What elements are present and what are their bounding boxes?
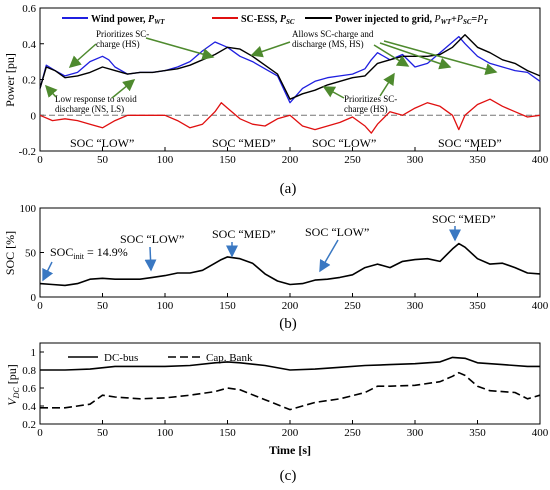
ylabel-c: VDC [pu] [5,364,21,405]
x-tick-label: 350 [469,300,486,312]
x-tick-label: 50 [97,300,109,312]
arrow-allows-1 [250,41,291,58]
y-tick-label: 0.6 [22,383,36,395]
caption-b: (b) [279,316,297,332]
arrow-allows-3 [379,42,452,70]
series-c [40,356,541,411]
series-grid-line [39,34,541,100]
y-tick-label: 0.6 [22,3,36,15]
x-tick-label: 250 [344,300,361,312]
arrow-low-1 [44,84,58,98]
legend-dcbus: DC-bus [104,352,138,364]
legend-c: DC-bus Cap. Bank [68,352,253,364]
y-tick-label: 100 [20,203,37,215]
arrow-allows-2 [373,44,410,67]
legend-a: Wind power, PWT SC-ESS, PSC Power inject… [62,14,488,26]
series-a [39,34,541,134]
legend-sc: SC-ESS, PSC [241,14,295,26]
x-tick-label: 400 [532,427,549,439]
x-tick-label: 50 [97,427,109,439]
x-tick-label: 0 [37,154,43,166]
x-tick-label: 300 [407,300,424,312]
series-capbank-line [40,371,541,411]
arrow-allows-4 [383,40,498,75]
annot-prioritizes-hs: Prioritizes SC-charge (HS) [96,29,149,49]
soc-label-b-4: SOC “MED” [432,212,496,226]
arrow-soc-b-1 [144,246,157,272]
arrow-prioritizes2-2 [379,72,395,97]
x-tick-label: 400 [532,300,549,312]
x-tick-label: 150 [219,427,236,439]
x-tick-label: 300 [407,154,424,166]
soc-init-label: SOCinit = 14.9% [50,245,128,261]
y-tick-label: 1 [31,347,37,359]
x-tick-label: 150 [219,154,236,166]
y-tick-label: 0.4 [22,401,36,413]
arrow-prioritizes-2 [68,43,97,68]
caption-a: (a) [280,181,297,197]
soc-label-a-4: SOC “MED” [438,136,502,150]
x-tick-label: 100 [157,427,174,439]
axis-a: 0 50 100 150 200 250 300 350 400-0.200.20.40.6 [19,3,549,166]
y-tick-label: 50 [25,248,37,260]
annotations-b: SOCinit = 14.9% SOC “LOW” SOC “MED” SOC … [42,212,496,282]
legend-capbank: Cap. Bank [206,352,253,364]
x-tick-label: 150 [219,300,236,312]
x-tick-label: 50 [97,154,109,166]
y-tick-label: 0.2 [22,75,36,87]
x-tick-label: 100 [157,300,174,312]
x-tick-label: 200 [282,427,299,439]
axis-c: 0 50 100 150 200 250 300 350 400 0.2 0.4 0.6 0.8 1 [22,347,549,439]
x-tick-label: 250 [344,427,361,439]
annot-allows: Allows SC-charge and discharge (MS, HS) [292,29,374,49]
caption-c: (c) [280,468,297,484]
axis-b: 0 50 100 150 200 250 300 350 400 0 50 100 [20,203,549,312]
x-tick-label: 300 [407,427,424,439]
x-tick-label: 200 [282,154,299,166]
panel-a: Power [pu] 0 50 100 150 200 250 300 350 400-0.20… [3,3,549,197]
series-soc-line [39,242,541,287]
series-dcbus-line [40,356,540,371]
y-tick-label: 0.2 [22,419,36,431]
arrow-soc-b-3 [319,239,339,273]
y-tick-label: 0 [31,110,37,122]
x-tick-label: 350 [469,154,486,166]
arrow-prioritizes2-1 [322,86,345,99]
soc-label-a-1: SOC “LOW” [70,136,134,150]
x-tick-label: 250 [344,154,361,166]
x-tick-label: 200 [282,300,299,312]
y-tick-label: -0.2 [19,146,36,158]
x-tick-label: 0 [37,427,43,439]
soc-label-b-1: SOC “LOW” [120,232,184,246]
series-b [39,242,541,287]
arrow-low-2 [111,79,136,99]
panel-b: SOC [%] 0 50 100 150 200 250 300 350 400 0 50 100 S… [3,203,549,332]
x-tick-label: 100 [157,154,174,166]
y-tick-label: 0.4 [22,39,36,51]
legend-grid: Power injected to grid, PWT+PSC=PT [335,14,488,26]
soc-label-a-2: SOC “MED” [212,136,276,150]
soc-label-a-3: SOC “LOW” [312,136,376,150]
xlabel-c: Time [s] [269,443,311,457]
arrow-prioritizes-1 [145,37,215,60]
arrow-soc-init [42,261,54,282]
soc-label-b-3: SOC “LOW” [305,225,369,239]
series-wind-line [39,35,541,104]
x-tick-label: 0 [37,300,43,312]
ylabel-b: SOC [%] [3,231,17,275]
x-tick-label: 350 [469,427,486,439]
soc-label-b-2: SOC “MED” [212,227,276,241]
annot-prioritizes-hs2: Prioritizes SC-charge (HS) [344,94,397,114]
ylabel-a: Power [pu] [3,53,17,107]
series-sc-line [39,98,541,134]
annotations-a: Prioritizes SC-charge (HS) Allows SC-cha… [44,29,502,150]
y-tick-label: 0 [31,292,37,304]
annot-low-response: Low response to avoid discharge (NS, LS) [55,94,137,114]
y-tick-label: 0.8 [22,365,36,377]
x-tick-label: 400 [532,154,549,166]
panel-c: VDC [pu] 0 50 100 150 200 250 300 350 4000.20.40… [5,342,549,484]
legend-wind: Wind power, PWT [91,14,165,26]
